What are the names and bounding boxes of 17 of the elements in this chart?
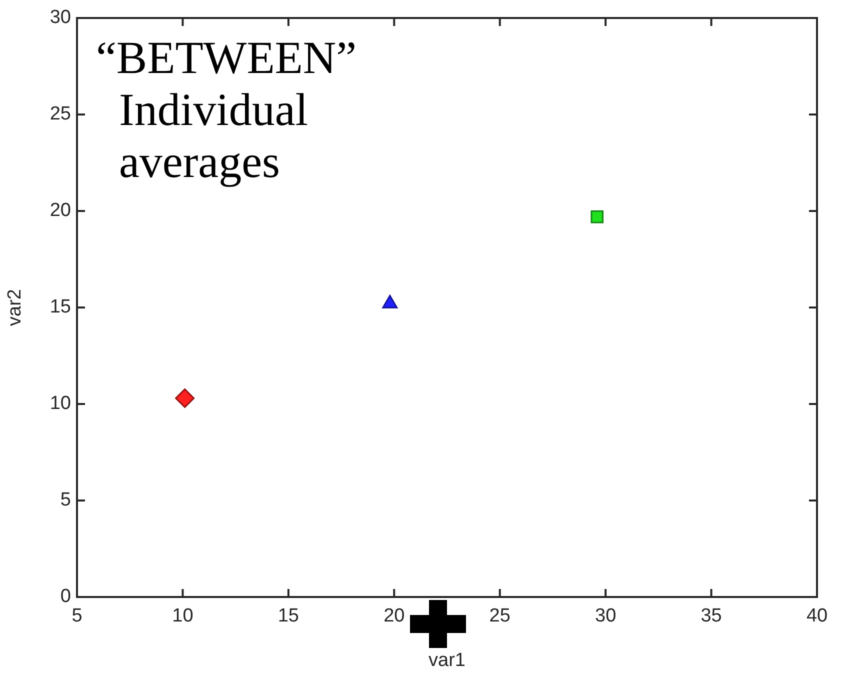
y-tick-label: 5 [60,490,71,511]
y-tick-label: 25 [50,104,71,125]
x-tick-label: 40 [806,606,828,627]
y-tick-label: 10 [50,393,71,414]
x-tick-label: 25 [489,606,510,627]
x-tick-label: 15 [278,606,299,627]
x-tick-label: 20 [384,606,405,627]
x-tick-label: 10 [172,606,194,627]
y-tick-label: 30 [50,7,71,28]
y-tick-label: 0 [60,586,71,608]
y-tick-label: 20 [50,200,71,222]
x-tick-label: 35 [700,606,722,627]
annotation: “BETWEEN” Individual averages [96,32,357,188]
x-axis-title: var1 [428,650,466,671]
y-tick-label: 15 [50,296,71,318]
x-tick-label: 30 [595,606,616,627]
y-axis-title: var2 [4,289,26,326]
